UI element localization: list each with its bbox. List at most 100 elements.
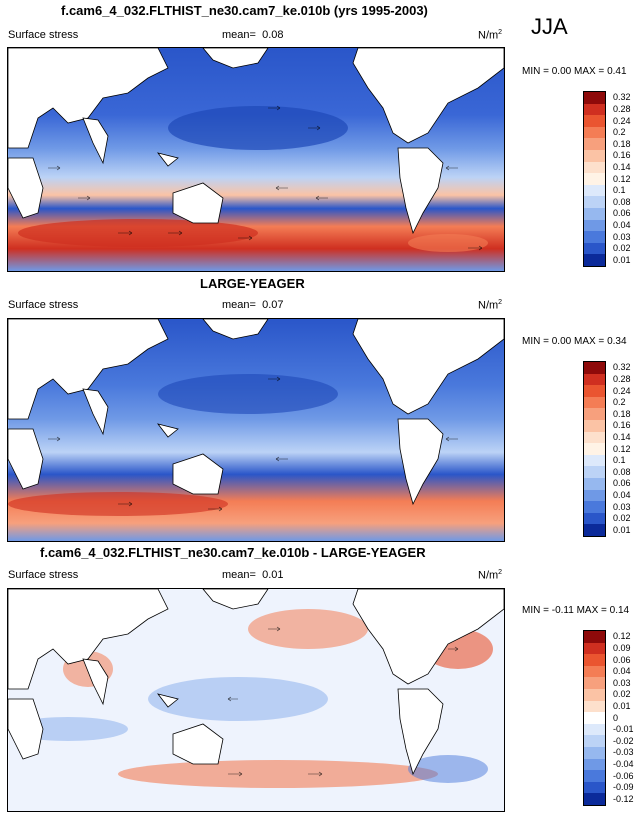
colorbar-swatch [584, 408, 605, 420]
panel1-wind-vectors [48, 105, 483, 251]
colorbar-level-label: 0.12 [613, 631, 631, 642]
colorbar-level-label: 0.24 [613, 115, 631, 126]
colorbar-swatch [584, 173, 605, 185]
colorbar-level-label: 0.01 [613, 700, 631, 711]
colorbar-level-label: 0.28 [613, 103, 631, 114]
colorbar-level-label: 0.02 [613, 513, 631, 524]
colorbar-swatch [584, 385, 605, 397]
colorbar-level-label: 0.14 [613, 431, 631, 442]
colorbar-level-label: 0.32 [613, 92, 631, 103]
panel2-land [8, 319, 504, 506]
panel1-minmax: MIN = 0.00 MAX = 0.41 [522, 66, 627, 77]
season-label: JJA [531, 14, 568, 39]
colorbar-level-label: -0.12 [613, 793, 634, 804]
colorbar-swatch [584, 781, 605, 794]
panel3-title: f.cam6_4_032.FLTHIST_ne30.cam7_ke.010b -… [40, 545, 426, 560]
colorbar-swatch [584, 700, 605, 713]
colorbar-level-label: 0.12 [613, 173, 631, 184]
colorbar-level-label: 0.18 [613, 138, 631, 149]
colorbar-swatch [584, 431, 605, 444]
colorbar-level-label: -0.09 [613, 782, 634, 793]
colorbar-level-label: 0.14 [613, 161, 631, 172]
colorbar-swatch [584, 723, 605, 736]
panel3-mean: mean= 0.01 [222, 569, 284, 581]
colorbar-swatch [584, 689, 605, 701]
colorbar-swatch [584, 242, 605, 255]
colorbar-level-label: 0.02 [613, 243, 631, 254]
colorbar-swatch [584, 654, 605, 666]
colorbar-swatch [584, 712, 605, 724]
colorbar-level-label: 0 [613, 712, 619, 723]
panel2-mean: mean= 0.07 [222, 299, 284, 311]
colorbar-level-label: -0.03 [613, 747, 634, 758]
panel1-variable-label: Surface stress [8, 29, 79, 41]
colorbar-level-label: 0.06 [613, 478, 631, 489]
colorbar-swatch [584, 524, 605, 536]
panel2-map-svg [8, 319, 504, 541]
colorbar-swatch [584, 735, 605, 747]
panel1-map-svg [8, 48, 504, 271]
panel3-mean-value: 0.01 [262, 569, 284, 581]
colorbar-swatch [584, 454, 605, 467]
panel1-mean-value: 0.08 [262, 29, 284, 41]
panel3-map-svg [8, 589, 504, 811]
colorbar-level-label: 0.2 [613, 127, 626, 138]
colorbar-swatch [584, 677, 605, 689]
colorbar-swatch [584, 138, 605, 150]
colorbar-level-label: 0.08 [613, 196, 631, 207]
colorbar-swatch [584, 747, 605, 759]
panel1-land [8, 48, 504, 235]
colorbar-swatch [584, 665, 605, 678]
colorbar-level-label: 0.01 [613, 254, 631, 265]
panel3-units: N/m2 [478, 569, 503, 582]
colorbar-swatch [584, 396, 605, 409]
colorbar-swatch [584, 478, 605, 490]
colorbar-level-label: 0.04 [613, 666, 631, 677]
panel2-title: LARGE-YEAGER [200, 276, 305, 291]
panel3-wind-vectors [227, 626, 459, 777]
colorbar-swatch [584, 161, 605, 174]
colorbar-level-label: 0.1 [613, 455, 626, 466]
colorbar-level-label: 0.08 [613, 466, 631, 477]
colorbar-swatch [584, 92, 605, 104]
colorbar-swatch [584, 362, 605, 374]
colorbar-swatch [584, 254, 605, 266]
colorbar-level-label: 0.32 [613, 362, 631, 373]
colorbar-swatch [584, 150, 605, 162]
colorbar-level-label: 0.06 [613, 208, 631, 219]
colorbar-level-label: 0.04 [613, 489, 631, 500]
colorbar-swatch [584, 208, 605, 220]
colorbar-swatch [584, 196, 605, 208]
colorbar-swatch [584, 373, 605, 386]
panel1-mean-label: mean= [222, 29, 256, 41]
panel3-minmax: MIN = -0.11 MAX = 0.14 [522, 605, 630, 616]
colorbar-level-label: 0.16 [613, 420, 631, 431]
colorbar-level-label: 0.06 [613, 654, 631, 665]
colorbar-level-label: -0.04 [613, 758, 634, 769]
panel3-map [7, 588, 505, 812]
colorbar-level-label: 0.28 [613, 373, 631, 384]
colorbar-level-label: -0.02 [613, 735, 634, 746]
colorbar-level-label: 0.03 [613, 501, 631, 512]
colorbar-level-label: 0.04 [613, 219, 631, 230]
colorbar-swatch [584, 466, 605, 478]
colorbar-swatch [584, 126, 605, 139]
panel2-wind-vectors [48, 376, 458, 512]
panel2-map [7, 318, 505, 542]
colorbar-level-label: -0.01 [613, 724, 634, 735]
colorbar-level-label: 0.18 [613, 408, 631, 419]
panel3-variable-label: Surface stress [8, 569, 79, 581]
colorbar-level-label: 0.24 [613, 385, 631, 396]
panel3-colorbar [583, 630, 606, 806]
colorbar-level-label: 0.16 [613, 150, 631, 161]
colorbar-swatch [584, 184, 605, 197]
colorbar-swatch [584, 758, 605, 771]
colorbar-level-label: 0.03 [613, 677, 631, 688]
colorbar-swatch [584, 103, 605, 116]
colorbar-swatch [584, 501, 605, 513]
colorbar-level-label: 0.12 [613, 443, 631, 454]
panel1-colorbar [583, 91, 606, 267]
colorbar-swatch [584, 420, 605, 432]
colorbar-swatch [584, 443, 605, 455]
colorbar-level-label: 0.01 [613, 524, 631, 535]
